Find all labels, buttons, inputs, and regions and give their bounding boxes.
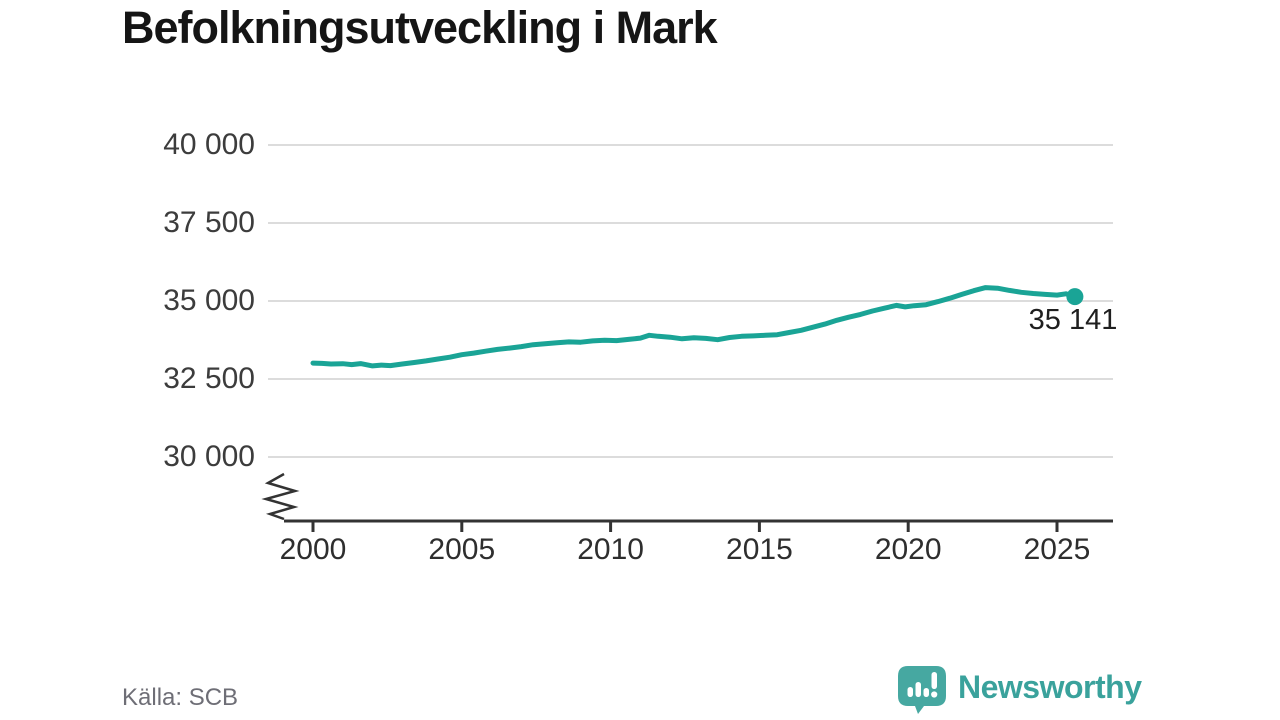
y-tick-label: 32 500 [163,362,255,395]
latest-point-marker [1066,288,1084,306]
x-tick-label: 2025 [1023,533,1091,566]
logo-exclamation-bar [931,672,937,689]
population-line [310,285,1078,369]
y-tick-label: 30 000 [163,440,255,473]
logo-bar-medium [923,688,929,697]
gridlines [268,144,1113,458]
latest-value-label: 35 141 [1028,304,1118,336]
logo-bar-short [907,687,913,697]
x-tick-label: 2005 [428,533,496,566]
branding: Newsworthy [897,665,1142,715]
x-tick-label: 2015 [726,533,793,566]
x-axis-ticks [311,521,1059,532]
y-tick-label: 35 000 [163,284,255,317]
x-tick-label: 2010 [577,533,644,566]
logo-bar-tall [915,682,921,697]
source-note: Källa: SCB [122,684,239,711]
y-tick-label: 37 500 [163,206,255,239]
chart-title: Befolkningsutveckling i Mark [122,2,718,53]
x-tick-label: 2020 [874,533,942,566]
y-tick-label: 40 000 [163,128,255,161]
branding-name: Newsworthy [958,668,1142,705]
x-tick-label: 2000 [279,533,347,566]
logo-exclamation-dot [931,691,938,698]
axis-break-squiggle [261,472,300,521]
newsworthy-logo-icon [898,666,946,714]
